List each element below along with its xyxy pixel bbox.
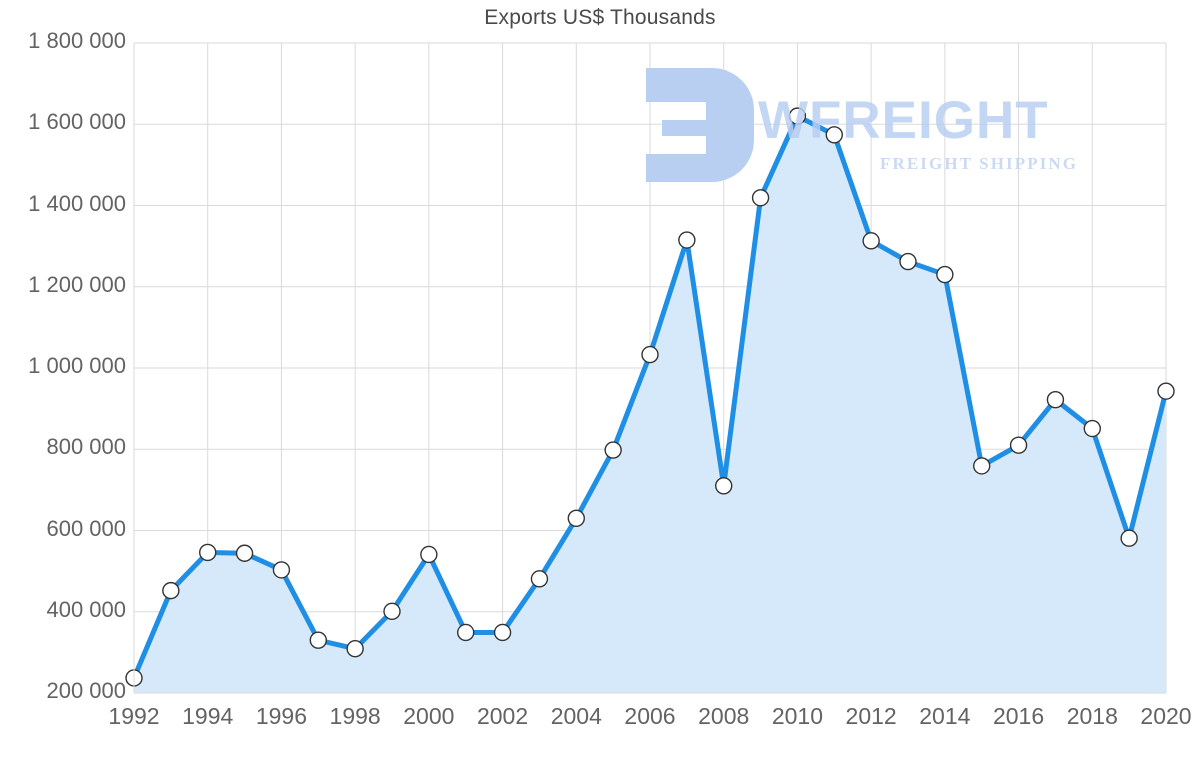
x-axis-tick-label: 1994 xyxy=(182,703,234,729)
axis-lines xyxy=(133,43,1166,694)
data-point-marker xyxy=(1009,436,1028,454)
y-axis-tick-label: 200 000 xyxy=(46,678,126,703)
x-axis-tick-label: 2016 xyxy=(992,703,1045,729)
y-axis-tick-label: 1 400 000 xyxy=(28,190,126,216)
data-point-marker xyxy=(1120,529,1138,547)
data-point-marker xyxy=(899,252,917,271)
x-axis-tick-label: 2012 xyxy=(845,703,897,729)
data-point-marker xyxy=(309,631,327,649)
data-point-marker xyxy=(973,457,991,475)
y-axis-tick-label: 800 000 xyxy=(46,434,126,460)
data-point-marker xyxy=(457,623,475,642)
x-axis-tick-label: 2004 xyxy=(550,703,602,729)
x-axis-tick-label: 1992 xyxy=(108,703,160,729)
x-axis-tick-label: 2018 xyxy=(1066,703,1118,729)
data-point-marker xyxy=(420,545,438,564)
area-fill xyxy=(134,116,1166,693)
x-axis-tick-label: 1996 xyxy=(255,703,308,729)
data-point-markers xyxy=(125,107,1175,687)
x-axis-tick-label: 2020 xyxy=(1140,703,1192,729)
y-axis-tick-label: 600 000 xyxy=(46,515,126,541)
chart-title: Exports US$ Thousands xyxy=(484,6,716,29)
y-axis-tick-label: 1 600 000 xyxy=(28,109,126,135)
data-point-marker xyxy=(678,231,696,249)
x-axis-tick-label: 2008 xyxy=(698,703,750,729)
data-point-marker xyxy=(199,543,217,562)
y-axis-tick-label: 1 000 000 xyxy=(28,353,126,378)
data-point-marker xyxy=(715,477,733,495)
data-point-marker xyxy=(235,544,254,562)
data-point-marker xyxy=(604,441,622,459)
x-axis-tick-label: 1998 xyxy=(329,703,381,729)
x-axis-tick-label: 2002 xyxy=(476,703,529,729)
data-point-marker xyxy=(1157,382,1175,400)
data-point-marker xyxy=(1083,419,1101,438)
y-axis-tick-labels: 1 800 000 1 600 000 1 400 000 1 200 000 1 00… xyxy=(0,0,126,763)
data-point-marker xyxy=(383,602,401,621)
data-point-marker xyxy=(346,640,364,658)
data-point-marker xyxy=(493,623,512,642)
x-axis-tick-label: 2014 xyxy=(919,703,971,729)
data-point-marker xyxy=(272,561,291,579)
y-axis-tick-label: 400 000 xyxy=(46,596,126,622)
data-point-marker xyxy=(530,570,549,588)
x-axis-tick-label: 2000 xyxy=(403,703,455,729)
x-axis-tick-label: 2010 xyxy=(771,703,824,729)
data-point-marker xyxy=(862,232,880,250)
y-axis-tick-label: 1 800 000 xyxy=(28,28,126,53)
data-point-marker xyxy=(751,189,770,207)
data-point-marker xyxy=(1046,390,1065,409)
data-point-marker xyxy=(936,265,954,284)
y-axis-tick-label: 1 200 000 xyxy=(28,271,126,297)
data-point-marker xyxy=(162,581,180,600)
x-axis-tick-label: 2006 xyxy=(624,703,676,729)
data-point-marker xyxy=(825,126,843,144)
data-point-marker xyxy=(567,509,585,528)
data-point-marker xyxy=(641,345,659,364)
data-point-marker xyxy=(788,107,807,125)
